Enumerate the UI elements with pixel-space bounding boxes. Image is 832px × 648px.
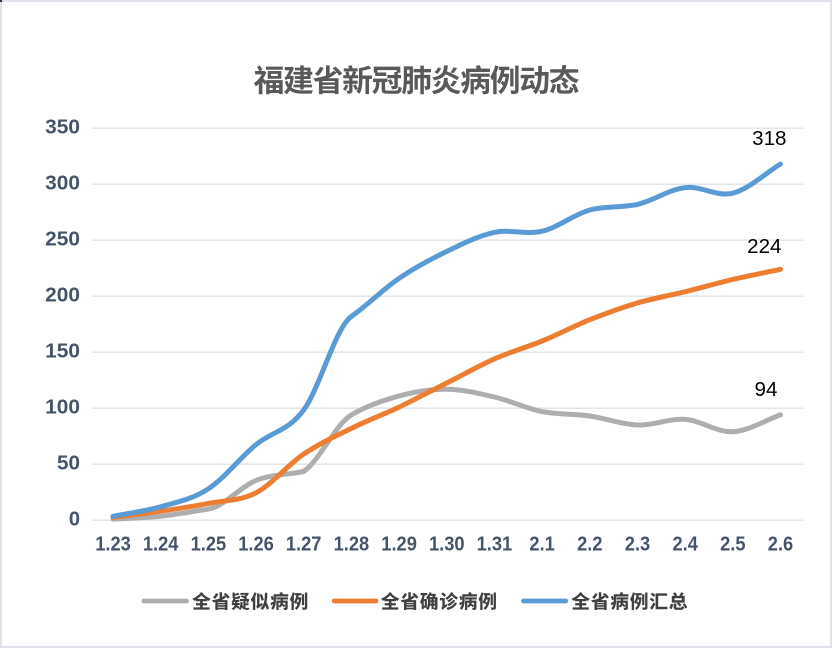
svg-text:350: 350 (45, 116, 80, 138)
svg-text:2.2: 2.2 (577, 534, 602, 556)
svg-text:0: 0 (69, 508, 80, 530)
svg-text:1.24: 1.24 (143, 534, 179, 556)
svg-text:1.25: 1.25 (191, 534, 227, 556)
svg-text:2.3: 2.3 (625, 534, 650, 556)
svg-text:224: 224 (747, 235, 781, 258)
svg-text:1.27: 1.27 (286, 534, 322, 556)
svg-text:100: 100 (45, 396, 80, 418)
svg-text:94: 94 (755, 378, 778, 401)
svg-text:1.30: 1.30 (429, 534, 465, 556)
svg-text:1.31: 1.31 (477, 534, 513, 556)
svg-text:1.26: 1.26 (238, 534, 274, 556)
svg-text:318: 318 (752, 127, 786, 150)
svg-text:50: 50 (57, 452, 80, 474)
svg-text:2.1: 2.1 (529, 534, 554, 556)
svg-text:1.28: 1.28 (334, 534, 370, 556)
svg-text:250: 250 (45, 228, 80, 250)
svg-text:1.29: 1.29 (381, 534, 417, 556)
svg-text:200: 200 (45, 284, 80, 306)
svg-text:2.4: 2.4 (673, 534, 699, 556)
svg-text:1.23: 1.23 (95, 534, 131, 556)
svg-text:2.5: 2.5 (720, 534, 745, 556)
svg-text:300: 300 (45, 172, 80, 194)
svg-text:2.6: 2.6 (768, 534, 793, 556)
svg-text:150: 150 (45, 340, 80, 362)
